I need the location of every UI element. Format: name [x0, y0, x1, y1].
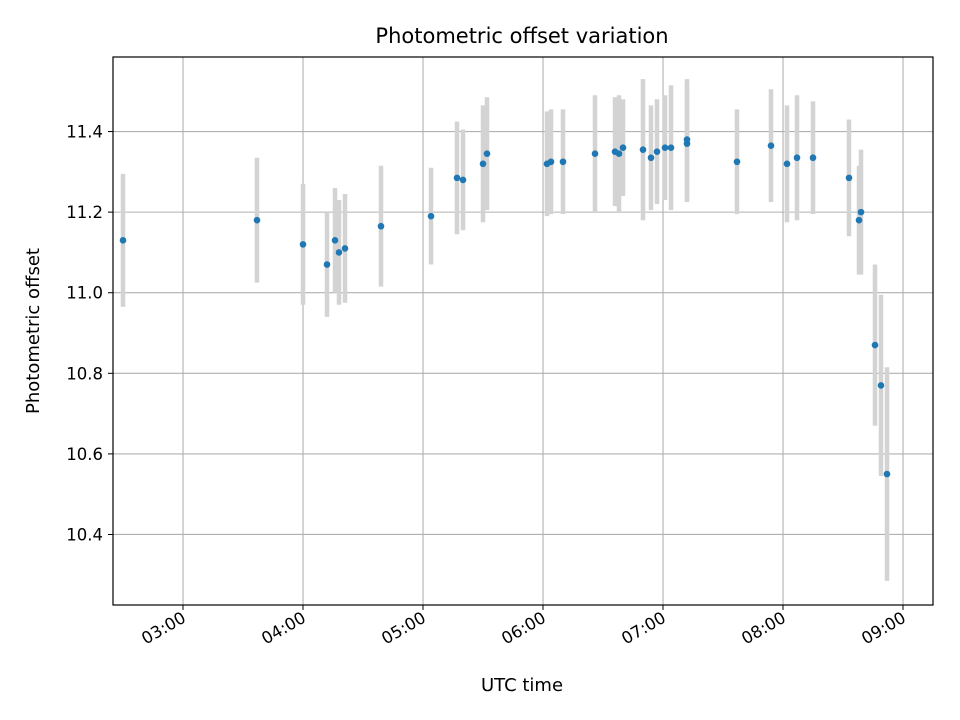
data-point — [253, 216, 261, 224]
x-tick-label: 08:00 — [738, 608, 789, 648]
data-point — [857, 208, 865, 216]
data-point — [683, 136, 691, 143]
data-point — [427, 212, 435, 220]
data-point — [619, 144, 627, 151]
data-point — [323, 261, 331, 268]
data-point — [331, 237, 339, 244]
data-point — [479, 160, 487, 168]
data-point — [377, 222, 385, 230]
y-axis-ticks: 10.4 10.6 10.8 11.0 11.2 11.4 — [66, 123, 113, 544]
data-point — [459, 176, 467, 184]
error-bars — [120, 79, 890, 581]
plot-frame — [112, 56, 934, 606]
data-point — [855, 216, 863, 224]
data-point — [559, 158, 567, 166]
data-point — [793, 154, 801, 162]
x-tick-label: 09:00 — [858, 608, 909, 648]
data-point — [809, 154, 817, 162]
y-tick-label: 11.2 — [66, 203, 103, 222]
data-point — [877, 382, 885, 389]
data-point — [341, 245, 349, 252]
y-tick-label: 10.6 — [66, 445, 103, 464]
x-tick-label: 07:00 — [618, 608, 669, 648]
x-tick-label: 03:00 — [138, 608, 189, 648]
y-tick-label: 10.8 — [66, 364, 103, 383]
data-point — [783, 160, 791, 168]
data-point — [615, 150, 623, 158]
data-points — [119, 136, 891, 478]
x-axis-label: UTC time — [481, 675, 563, 696]
x-axis-ticks: 03:00 04:00 05:00 06:00 07:00 08:00 09:00 — [138, 605, 909, 648]
data-point — [453, 174, 461, 182]
x-tick-label: 05:00 — [378, 608, 429, 648]
data-point — [661, 144, 669, 151]
data-point — [647, 154, 655, 162]
data-point — [591, 150, 599, 158]
y-tick-label: 11.0 — [66, 284, 103, 303]
y-axis-label: Photometric offset — [23, 248, 44, 414]
data-point — [547, 158, 555, 166]
data-point — [119, 237, 127, 244]
data-point — [845, 174, 853, 182]
y-tick-label: 11.4 — [66, 123, 103, 142]
x-tick-label: 06:00 — [498, 608, 549, 648]
grid-lines — [113, 57, 933, 605]
data-point — [335, 249, 343, 256]
data-point — [483, 150, 491, 158]
data-point — [667, 144, 675, 151]
data-point — [639, 146, 647, 153]
chart-title: Photometric offset variation — [375, 24, 668, 48]
y-tick-label: 10.4 — [66, 525, 103, 544]
data-point — [767, 142, 775, 149]
data-point — [653, 148, 661, 155]
x-tick-label: 04:00 — [258, 608, 309, 648]
data-point — [883, 470, 891, 478]
data-point — [871, 341, 879, 349]
data-point — [733, 158, 741, 166]
data-point — [299, 241, 307, 248]
